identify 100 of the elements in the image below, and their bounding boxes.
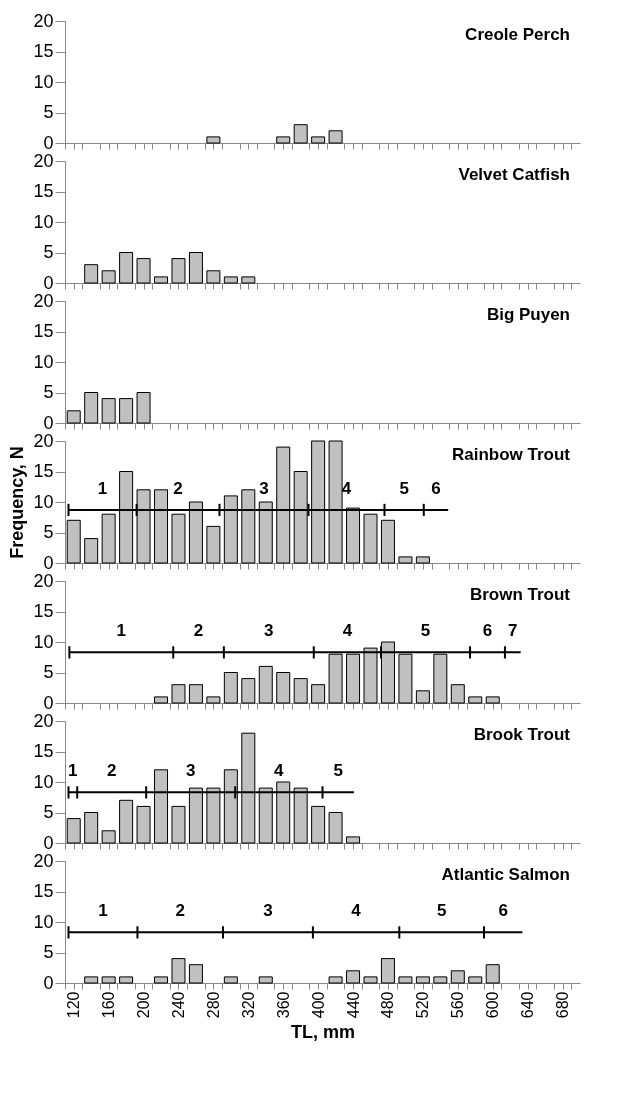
y-tick-label: 15 xyxy=(33,741,54,761)
bar xyxy=(468,976,483,984)
bar xyxy=(171,958,186,984)
x-tick-label: 160 xyxy=(100,991,118,1019)
y-tick-label: 0 xyxy=(43,972,54,993)
bar xyxy=(66,410,81,424)
annotation: 5 xyxy=(333,761,343,781)
bar xyxy=(398,976,413,984)
y-tick-label: 10 xyxy=(33,631,54,652)
bar xyxy=(84,264,99,284)
y-tick-label: 5 xyxy=(43,662,54,682)
bar xyxy=(206,525,221,564)
annotation: 1 xyxy=(68,761,78,781)
annotation: 7 xyxy=(508,621,518,641)
bar xyxy=(101,398,116,424)
chart-title: Big Puyen xyxy=(486,305,570,324)
y-tick-label: 15 xyxy=(33,601,54,621)
y-tick-label: 5 xyxy=(43,102,54,122)
y-tick-label: 0 xyxy=(43,552,54,573)
bar xyxy=(450,684,465,704)
y-tick-label: 5 xyxy=(43,242,54,262)
annotation: 4 xyxy=(342,621,353,641)
y-tick-label: 0 xyxy=(43,832,54,853)
chart-title: Velvet Catfish xyxy=(458,165,570,184)
bar xyxy=(223,976,238,984)
annotation: 2 xyxy=(173,478,183,498)
bar xyxy=(171,805,186,844)
y-tick-label: 15 xyxy=(33,321,54,341)
bar xyxy=(119,976,134,984)
bar xyxy=(346,836,361,844)
x-tick-label: 600 xyxy=(484,991,502,1019)
bar xyxy=(241,276,256,284)
annotation: 6 xyxy=(498,901,508,921)
y-tick-label: 10 xyxy=(33,771,54,792)
bar xyxy=(398,556,413,564)
bar xyxy=(363,976,378,984)
bar xyxy=(188,964,203,984)
bar xyxy=(415,976,430,984)
bar xyxy=(206,270,221,284)
annotation: 5 xyxy=(399,478,409,498)
y-tick-label: 0 xyxy=(43,132,54,153)
y-tick-label: 0 xyxy=(43,272,54,293)
bar xyxy=(119,252,134,284)
y-tick-label: 20 xyxy=(33,430,54,451)
y-tick-label: 20 xyxy=(33,290,54,311)
bar xyxy=(241,678,256,704)
annotation: 1 xyxy=(116,621,127,641)
annotation: 3 xyxy=(185,761,196,781)
annotation: 3 xyxy=(259,478,269,498)
bar xyxy=(415,690,430,704)
bar xyxy=(328,976,343,984)
annotation: 2 xyxy=(193,621,204,641)
chart-title: Atlantic Salmon xyxy=(441,865,570,884)
x-tick-label: 440 xyxy=(344,991,362,1019)
y-axis-title: Frequency, N xyxy=(7,446,28,559)
chart-title: Brown Trout xyxy=(469,585,571,604)
bar xyxy=(276,136,291,144)
bar xyxy=(101,270,116,284)
bar xyxy=(311,136,326,144)
annotation: 5 xyxy=(420,621,431,641)
bar xyxy=(84,392,99,424)
bar xyxy=(293,124,308,144)
chart-title: Rainbow Trout xyxy=(451,445,571,464)
annotation: 4 xyxy=(274,761,285,781)
annotation: 3 xyxy=(264,621,274,641)
bar xyxy=(84,812,99,844)
x-tick-label: 520 xyxy=(414,991,432,1019)
y-tick-label: 10 xyxy=(33,71,54,92)
bar xyxy=(154,276,169,284)
annotation: 6 xyxy=(482,621,493,641)
bar xyxy=(380,958,395,984)
y-tick-label: 15 xyxy=(33,181,54,201)
bar xyxy=(101,513,116,564)
bar xyxy=(380,519,395,564)
annotation: 4 xyxy=(351,901,362,921)
bar xyxy=(485,696,500,704)
bar xyxy=(206,136,221,144)
y-tick-label: 5 xyxy=(43,522,54,542)
bar xyxy=(188,252,203,284)
y-tick-label: 20 xyxy=(33,850,54,871)
y-tick-label: 15 xyxy=(33,461,54,481)
bar xyxy=(136,805,151,844)
bar xyxy=(171,258,186,284)
annotation: 2 xyxy=(175,901,185,921)
bar xyxy=(136,392,151,424)
bar xyxy=(328,812,343,844)
x-tick-label: 280 xyxy=(204,991,222,1019)
chart-title: Creole Perch xyxy=(465,25,570,44)
bar xyxy=(258,665,273,704)
y-tick-label: 15 xyxy=(33,41,54,61)
y-tick-label: 5 xyxy=(43,802,54,822)
bar xyxy=(223,672,238,704)
x-tick-label: 680 xyxy=(554,991,572,1019)
x-tick-label: 320 xyxy=(239,991,257,1019)
y-tick-label: 10 xyxy=(33,491,54,512)
bar xyxy=(293,678,308,704)
y-tick-label: 0 xyxy=(43,412,54,433)
y-tick-label: 10 xyxy=(33,211,54,232)
y-tick-label: 10 xyxy=(33,911,54,932)
y-tick-label: 5 xyxy=(43,382,54,402)
